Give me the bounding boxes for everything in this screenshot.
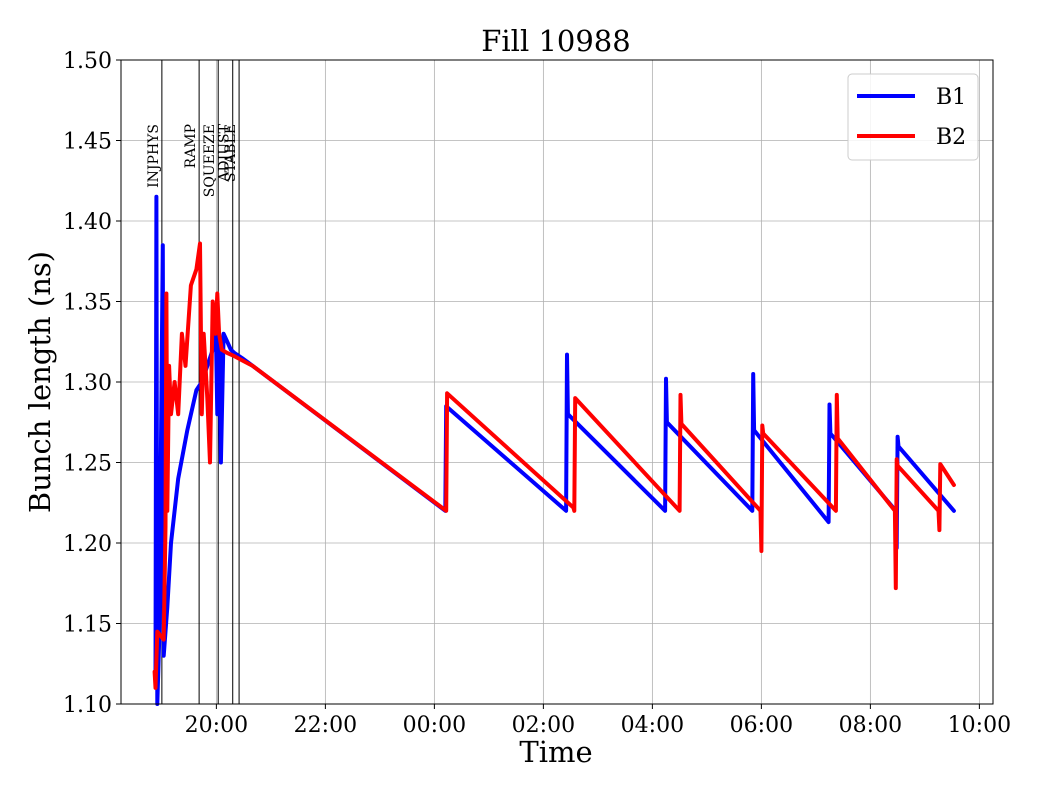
y-tick-label: 1.45: [63, 130, 112, 155]
y-tick-label: 1.15: [63, 613, 112, 638]
y-axis-ticks: 1.10 1.15 1.20 1.25 1.30 1.35 1.40 1.45 1.50: [63, 49, 121, 718]
x-tick-label: 10:00: [948, 713, 1011, 738]
x-tick-label: 02:00: [512, 713, 575, 738]
x-tick-label: 08:00: [839, 713, 902, 738]
series-line-b2: [152, 241, 956, 690]
phase-label: ADJUST: [217, 123, 233, 182]
series-lines: [152, 194, 956, 706]
x-axis-ticks: 20:00 22:00 00:00 02:00 04:00 06:00 08:00 10:00: [185, 704, 1011, 738]
phase-label: SQUEEZE: [202, 124, 218, 197]
series-line-b1: [153, 194, 956, 706]
phase-label: INJPHYS: [146, 124, 162, 188]
x-tick-label: 20:00: [185, 713, 248, 738]
legend: B1 B2: [847, 73, 979, 161]
x-tick-label: 22:00: [294, 713, 357, 738]
y-tick-label: 1.10: [63, 693, 112, 718]
y-tick-label: 1.35: [63, 291, 112, 316]
y-axis-label: Bunch length (ns): [23, 251, 57, 513]
y-tick-label: 1.40: [63, 210, 112, 235]
y-tick-label: 1.20: [63, 532, 112, 557]
legend-label-b2: B2: [936, 125, 966, 150]
legend-label-b1: B1: [936, 85, 966, 110]
phase-label: STABLE: [223, 124, 239, 182]
y-tick-label: 1.30: [63, 371, 112, 396]
x-tick-label: 04:00: [621, 713, 684, 738]
y-tick-label: 1.50: [63, 49, 112, 74]
phase-label: RAMP: [183, 124, 199, 168]
x-tick-label: 00:00: [403, 713, 466, 738]
x-axis-label: Time: [519, 735, 592, 769]
y-tick-label: 1.25: [63, 452, 112, 477]
x-tick-label: 06:00: [730, 713, 793, 738]
chart-title: Fill 10988: [481, 24, 630, 58]
